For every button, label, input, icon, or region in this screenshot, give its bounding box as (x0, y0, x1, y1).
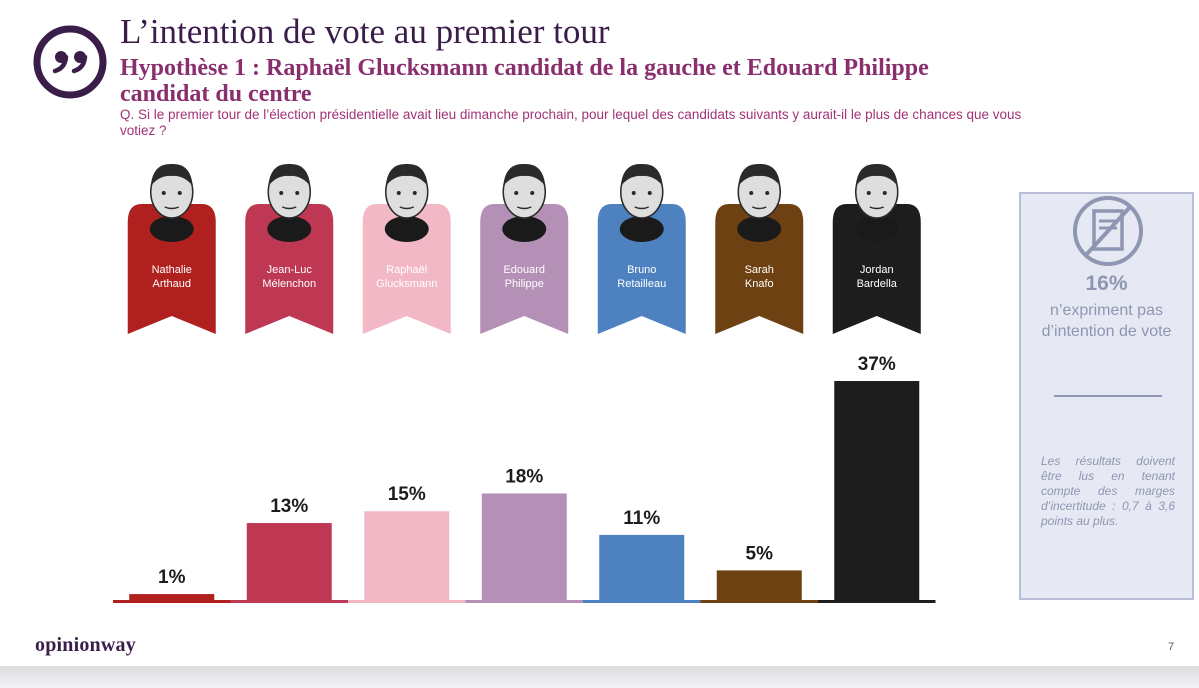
candidate-name-bruno-retailleau-line-2: Retailleau (617, 278, 666, 290)
portrait-edouard-philippe (502, 163, 547, 242)
no-intention-text: n’expriment pas d’intention de vote (1041, 302, 1172, 340)
baseline-segment-raphael-glucksmann (348, 600, 466, 603)
candidate-name-jordan-bardella-line-1: Jordan (860, 264, 894, 276)
candidate-name-raphael-glucksmann-line-1: Raphaël (386, 264, 427, 276)
quote-logo-icon (33, 25, 107, 99)
candidate-name-bruno-retailleau-line-1: Bruno (627, 264, 656, 276)
bar-value-edouard-philippe: 18% (505, 466, 543, 487)
baseline-segment-nathalie-arthaud (113, 600, 231, 603)
baseline-segment-bruno-retailleau (583, 600, 701, 603)
bar-value-sarah-knafo: 5% (746, 543, 774, 564)
candidate-name-jean-luc-melenchon-line-1: Jean-Luc (267, 264, 313, 276)
bar-raphael-glucksmann (364, 511, 450, 600)
bar-value-nathalie-arthaud: 1% (158, 567, 186, 588)
page-number: 7 (1168, 641, 1175, 653)
crossed-ballot-icon (1073, 196, 1143, 266)
bar-jordan-bardella (834, 381, 920, 600)
candidate-banner-raphael-glucksmann (362, 204, 451, 334)
bar-value-raphael-glucksmann: 15% (388, 484, 426, 505)
page-subtitle: Hypothèse 1 : Raphaël Glucksmann candida… (120, 55, 929, 107)
uncertainty-note: Les résultats doivent être lus en tenant… (1041, 454, 1175, 528)
candidate-banner-sarah-knafo (715, 204, 804, 334)
page-title: L’intention de vote au premier tour (120, 12, 610, 51)
candidate-banner-jordan-bardella (832, 204, 921, 334)
portrait-jordan-bardella (854, 163, 899, 242)
bar-edouard-philippe (481, 493, 567, 600)
no-intention-percent: 16% (1085, 272, 1128, 295)
bottom-strip (0, 666, 1199, 688)
candidate-name-nathalie-arthaud-line-2: Arthaud (152, 278, 191, 290)
bar-bruno-retailleau (599, 534, 685, 600)
bar-value-jordan-bardella: 37% (858, 354, 896, 375)
bar-value-bruno-retailleau: 11% (623, 508, 660, 529)
vote-intention-chart: 1% Nathalie Arthaud 13% Jean-Luc Mélenchon 15%… (113, 163, 936, 603)
candidate-name-nathalie-arthaud-line-1: Nathalie (152, 264, 192, 276)
slide: L’intention de vote au premier tour Hypo… (0, 0, 1199, 666)
portrait-jean-luc-melenchon (267, 163, 312, 242)
candidate-name-edouard-philippe-line-1: Edouard (503, 264, 545, 276)
bar-value-jean-luc-melenchon: 13% (270, 496, 308, 517)
bar-jean-luc-melenchon (246, 523, 332, 600)
bar-sarah-knafo (716, 570, 802, 600)
candidate-banner-edouard-philippe (480, 204, 569, 334)
bar-nathalie-arthaud (129, 594, 215, 600)
candidate-name-sarah-knafo-line-1: Sarah (745, 264, 774, 276)
portrait-raphael-glucksmann (384, 163, 429, 242)
candidate-banner-bruno-retailleau (597, 204, 686, 334)
baseline-segment-sarah-knafo (700, 600, 818, 603)
candidate-name-sarah-knafo-line-2: Knafo (745, 278, 774, 290)
candidate-name-jean-luc-melenchon-line-2: Mélenchon (262, 278, 316, 290)
candidate-name-edouard-philippe-line-2: Philippe (505, 278, 544, 290)
survey-question: Q. Si le premier tour de l’élection prés… (120, 107, 1022, 138)
candidate-name-jordan-bardella-line-2: Bardella (857, 278, 898, 290)
portrait-nathalie-arthaud (149, 163, 194, 242)
baseline-segment-jordan-bardella (818, 600, 936, 603)
portrait-bruno-retailleau (619, 163, 664, 242)
baseline-segment-edouard-philippe (465, 600, 583, 603)
candidate-banner-jean-luc-melenchon (245, 204, 334, 334)
portrait-sarah-knafo (737, 163, 782, 242)
no-intention-panel: 16% n’expriment pas d’intention de vote … (1019, 192, 1194, 600)
panel-divider (1054, 395, 1162, 397)
baseline-segment-jean-luc-melenchon (230, 600, 348, 603)
candidate-banner-nathalie-arthaud (127, 204, 216, 334)
candidate-name-raphael-glucksmann-line-2: Glucksmann (376, 278, 437, 290)
brand-logo: opinionway (35, 634, 136, 656)
